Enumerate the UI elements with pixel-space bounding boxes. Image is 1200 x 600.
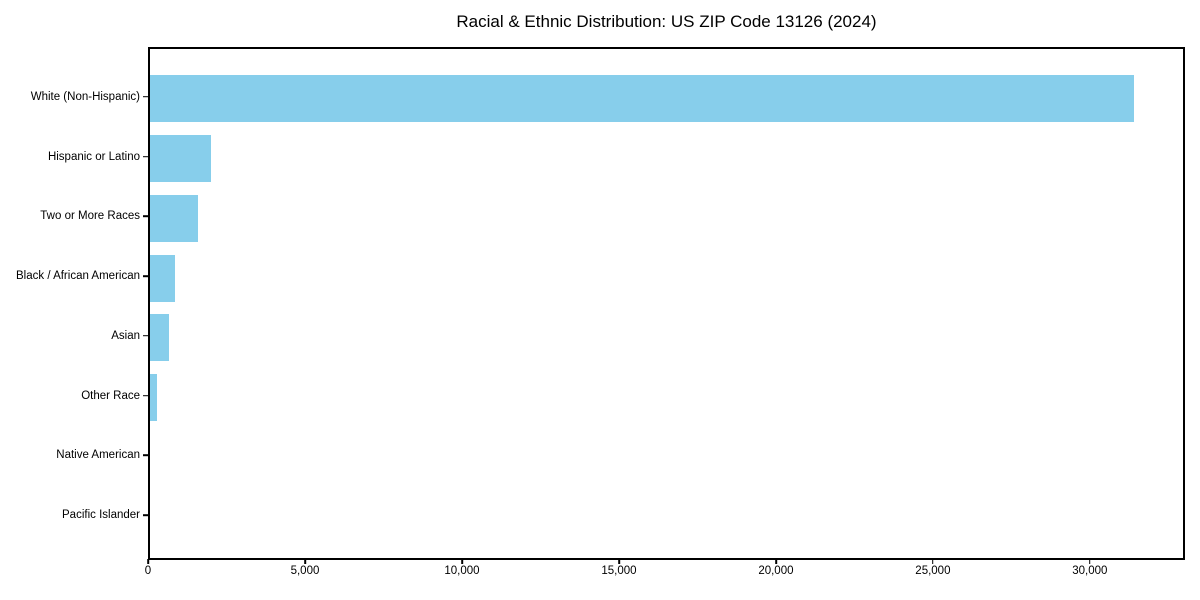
bar-white-non-hispanic	[150, 75, 1134, 123]
x-axis-label-15000: 15,000	[601, 565, 637, 577]
bar-other-race	[150, 374, 157, 422]
x-axis-label-25000: 25,000	[915, 565, 951, 577]
bar-two-or-more-races	[150, 194, 198, 242]
y-tick-mark	[143, 275, 148, 277]
x-tick-mark	[304, 559, 306, 564]
x-axis-label-5000: 5,000	[290, 565, 320, 577]
y-axis-label-hispanic-or-latino: Hispanic or Latino	[47, 150, 140, 163]
y-tick-mark	[143, 215, 148, 218]
x-axis-label-30000: 30,000	[1072, 565, 1108, 577]
y-tick-mark	[143, 454, 148, 457]
y-axis-label-two-or-more-races: Two or More Races	[40, 210, 140, 223]
x-tick-mark	[147, 559, 149, 564]
y-tick-mark	[143, 335, 148, 337]
x-axis-label-20000: 20,000	[758, 565, 794, 577]
x-tick-mark	[618, 559, 620, 564]
x-axis-label-0: 0	[144, 565, 152, 577]
chart-title: Racial & Ethnic Distribution: US ZIP Cod…	[456, 12, 877, 31]
x-tick-mark	[932, 559, 934, 564]
y-axis-label-pacific-islander: Pacific Islander	[62, 509, 140, 522]
x-tick-mark	[1089, 559, 1091, 564]
y-tick-mark	[143, 155, 148, 158]
bar-hispanic-or-latino	[150, 135, 211, 183]
plot-area	[148, 47, 1185, 560]
y-tick-mark	[143, 394, 148, 397]
y-axis-label-other-race: Other Race	[81, 389, 140, 402]
y-axis-label-native-american: Native American	[56, 449, 140, 462]
y-tick-mark	[143, 514, 148, 516]
bar-asian	[150, 314, 169, 362]
bar-black-african-american	[150, 254, 175, 302]
y-axis-label-white-non-hispanic: White (Non-Hispanic)	[30, 90, 140, 103]
x-tick-mark	[775, 559, 777, 564]
y-axis-label-asian: Asian	[111, 329, 140, 342]
y-axis-label-black-african-american: Black / African American	[16, 270, 140, 283]
x-tick-mark	[461, 559, 463, 564]
y-tick-mark	[143, 96, 148, 98]
x-axis-label-10000: 10,000	[444, 565, 480, 577]
